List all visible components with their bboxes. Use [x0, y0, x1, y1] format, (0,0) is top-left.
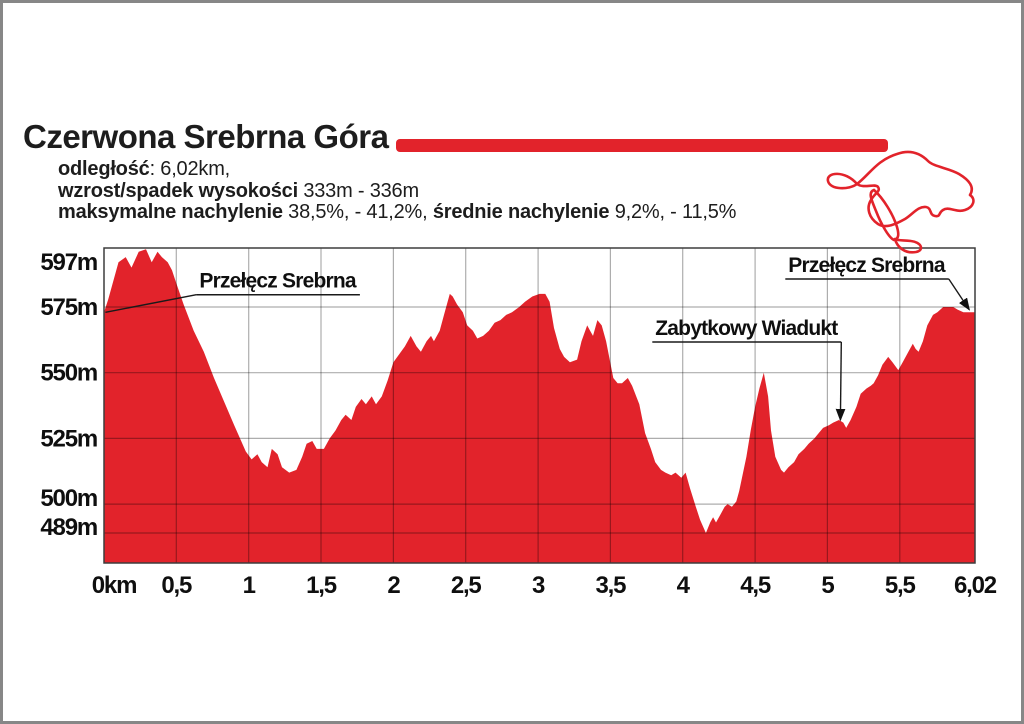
- x-axis-tick-label: 0,5: [161, 572, 192, 599]
- x-axis-tick-label: 1,5: [306, 572, 337, 599]
- x-axis-tick-label: 2,5: [451, 572, 482, 599]
- stat-value: 9,2%, - 11,5%: [614, 201, 737, 223]
- trail-stats-line-3: maksymalne nachylenie 38,5%, - 41,2%, śr…: [58, 201, 737, 224]
- x-axis-tick-label: 3,5: [596, 572, 627, 599]
- y-axis-tick-label: 597m: [40, 249, 97, 276]
- stat-value: 38,5%, - 41,2%,: [288, 201, 433, 223]
- annotation-label-1: Przełęcz Srebrna: [199, 270, 357, 293]
- x-axis-tick-label: 1: [243, 572, 256, 599]
- y-axis-tick-label: 500m: [40, 485, 97, 512]
- x-axis-tick-label: 2: [387, 572, 400, 599]
- y-axis-tick-label: 575m: [40, 294, 97, 321]
- annotation-label-2: Zabytkowy Wiadukt: [655, 317, 838, 340]
- stat-value: 333m - 336m: [303, 179, 419, 202]
- annotation-leader-line: [948, 278, 970, 311]
- x-axis-tick-label: 4: [677, 572, 691, 599]
- y-axis-tick-label: 489m: [40, 514, 97, 541]
- x-axis-tick-label: 5,5: [885, 572, 916, 599]
- trail-stats: odległość: 6,02km, wzrost/spadek wysokośc…: [58, 158, 737, 224]
- elevation-area: [104, 249, 975, 563]
- stat-value: : 6,02km,: [149, 158, 231, 180]
- x-axis-tick-label: 4,5: [740, 572, 771, 599]
- page-title: Czerwona Srebrna Góra: [23, 118, 389, 155]
- x-axis-tick-label: 5: [821, 572, 834, 599]
- stat-label: odległość: [58, 158, 150, 180]
- x-axis-tick-label: 0km: [92, 572, 136, 599]
- trail-stats-line-1: odległość: 6,02km,: [58, 158, 736, 181]
- y-axis-tick-label: 550m: [40, 360, 97, 387]
- annotation-leader-line: [835, 341, 846, 422]
- plot-border: [103, 247, 976, 564]
- annotation-label-3: Przełęcz Srebrna: [788, 254, 946, 277]
- x-axis-tick-label: 3: [532, 572, 545, 599]
- trail-map-sketch: [826, 150, 975, 254]
- stat-label: maksymalne nachylenie: [58, 201, 289, 223]
- stat-label: wzrost/spadek wysokości: [58, 179, 304, 202]
- title-accent-bar: [396, 139, 888, 152]
- stat-label: średnie nachylenie: [432, 201, 615, 223]
- trail-stats-line-2: wzrost/spadek wysokości 333m - 336m: [58, 179, 736, 203]
- annotation-leader-line: [105, 294, 197, 313]
- y-axis-tick-label: 525m: [40, 425, 97, 452]
- x-axis-tick-label: 6,02: [954, 572, 997, 599]
